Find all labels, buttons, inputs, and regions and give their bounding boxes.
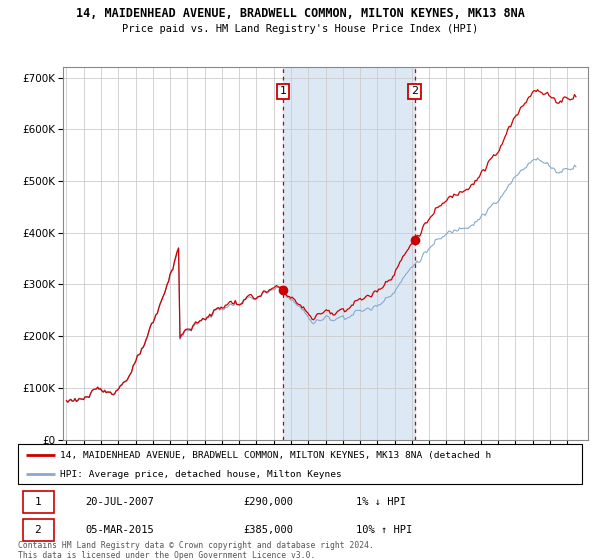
Text: Price paid vs. HM Land Registry's House Price Index (HPI): Price paid vs. HM Land Registry's House …: [122, 24, 478, 34]
Text: 1: 1: [34, 497, 41, 507]
Text: 2: 2: [34, 525, 41, 535]
Text: 14, MAIDENHEAD AVENUE, BRADWELL COMMON, MILTON KEYNES, MK13 8NA (detached h: 14, MAIDENHEAD AVENUE, BRADWELL COMMON, …: [60, 451, 491, 460]
Text: 14, MAIDENHEAD AVENUE, BRADWELL COMMON, MILTON KEYNES, MK13 8NA: 14, MAIDENHEAD AVENUE, BRADWELL COMMON, …: [76, 7, 524, 20]
Text: 1: 1: [280, 86, 287, 96]
Text: 20-JUL-2007: 20-JUL-2007: [86, 497, 154, 507]
Text: £385,000: £385,000: [244, 525, 293, 535]
Text: HPI: Average price, detached house, Milton Keynes: HPI: Average price, detached house, Milt…: [60, 470, 342, 479]
Text: 2: 2: [411, 86, 418, 96]
Text: 10% ↑ HPI: 10% ↑ HPI: [356, 525, 413, 535]
FancyBboxPatch shape: [23, 519, 53, 541]
Text: Contains HM Land Registry data © Crown copyright and database right 2024.
This d: Contains HM Land Registry data © Crown c…: [18, 540, 374, 560]
Text: 1% ↓ HPI: 1% ↓ HPI: [356, 497, 406, 507]
FancyBboxPatch shape: [18, 444, 582, 484]
Text: £290,000: £290,000: [244, 497, 293, 507]
Text: 05-MAR-2015: 05-MAR-2015: [86, 525, 154, 535]
FancyBboxPatch shape: [23, 491, 53, 512]
Bar: [283, 67, 415, 440]
